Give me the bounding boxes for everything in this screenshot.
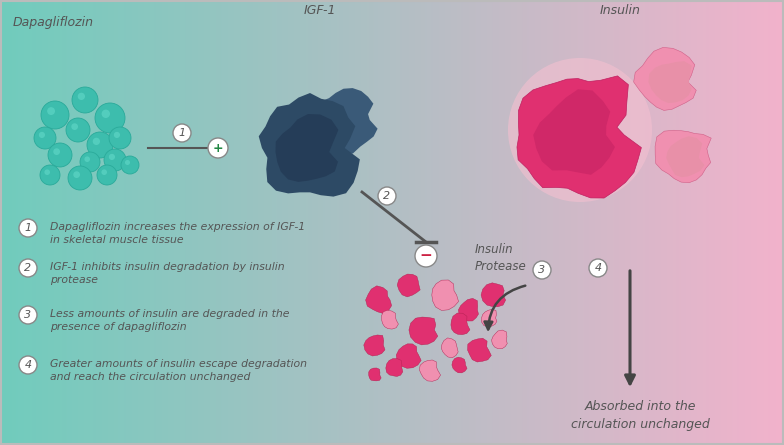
- Polygon shape: [314, 88, 378, 154]
- Text: 1: 1: [179, 128, 186, 138]
- Circle shape: [87, 132, 113, 158]
- Text: Absorbed into the
circulation unchanged: Absorbed into the circulation unchanged: [571, 400, 710, 431]
- Text: Greater amounts of insulin escape degradation: Greater amounts of insulin escape degrad…: [50, 359, 307, 369]
- Circle shape: [97, 165, 117, 185]
- Polygon shape: [382, 310, 398, 329]
- Circle shape: [41, 101, 69, 129]
- Polygon shape: [396, 344, 421, 368]
- Text: 4: 4: [594, 263, 601, 273]
- FancyArrowPatch shape: [626, 271, 634, 384]
- Polygon shape: [259, 93, 360, 197]
- Circle shape: [533, 261, 551, 279]
- Circle shape: [101, 170, 107, 175]
- Circle shape: [48, 143, 72, 167]
- Circle shape: [45, 170, 50, 175]
- Circle shape: [19, 356, 37, 374]
- Circle shape: [125, 160, 130, 165]
- Circle shape: [121, 156, 139, 174]
- Polygon shape: [648, 61, 691, 103]
- Text: −: −: [419, 248, 432, 263]
- Polygon shape: [459, 298, 478, 321]
- Polygon shape: [419, 360, 441, 381]
- Text: IGF-1: IGF-1: [303, 4, 336, 17]
- Circle shape: [415, 245, 437, 267]
- Text: Dapagliflozin: Dapagliflozin: [13, 16, 94, 29]
- Text: 4: 4: [24, 360, 31, 370]
- Polygon shape: [633, 48, 696, 110]
- Polygon shape: [368, 368, 381, 381]
- Circle shape: [78, 93, 85, 100]
- Text: 2: 2: [383, 191, 390, 201]
- Polygon shape: [275, 114, 339, 182]
- Circle shape: [102, 109, 110, 118]
- Circle shape: [378, 187, 396, 205]
- Circle shape: [93, 138, 100, 145]
- Polygon shape: [533, 89, 615, 175]
- Text: Insulin
Protease: Insulin Protease: [475, 243, 527, 273]
- Text: 1: 1: [24, 223, 31, 233]
- Polygon shape: [432, 280, 459, 311]
- Circle shape: [85, 156, 90, 162]
- Polygon shape: [386, 359, 403, 376]
- Text: Insulin: Insulin: [600, 4, 641, 17]
- Polygon shape: [655, 130, 711, 183]
- Circle shape: [34, 127, 56, 149]
- Polygon shape: [517, 76, 641, 198]
- FancyArrowPatch shape: [485, 286, 525, 329]
- Circle shape: [71, 123, 78, 130]
- Circle shape: [208, 138, 228, 158]
- Circle shape: [40, 165, 60, 185]
- Polygon shape: [451, 313, 470, 335]
- Circle shape: [95, 103, 125, 133]
- Polygon shape: [492, 330, 507, 349]
- Text: 3: 3: [539, 265, 546, 275]
- Polygon shape: [364, 335, 385, 356]
- Circle shape: [47, 107, 55, 115]
- Text: 3: 3: [24, 310, 31, 320]
- Polygon shape: [666, 136, 705, 177]
- Circle shape: [39, 132, 45, 138]
- Text: Dapagliflozin increases the expression of IGF-1: Dapagliflozin increases the expression o…: [50, 222, 305, 232]
- Polygon shape: [467, 338, 492, 362]
- Circle shape: [173, 124, 191, 142]
- Polygon shape: [365, 286, 392, 313]
- Circle shape: [73, 171, 80, 178]
- Polygon shape: [441, 338, 458, 358]
- Circle shape: [80, 152, 100, 172]
- Circle shape: [66, 118, 90, 142]
- Circle shape: [53, 148, 60, 155]
- Text: protease: protease: [50, 275, 98, 285]
- Circle shape: [19, 306, 37, 324]
- Polygon shape: [452, 357, 467, 373]
- Circle shape: [109, 127, 131, 149]
- Text: in skeletal muscle tissue: in skeletal muscle tissue: [50, 235, 183, 245]
- Circle shape: [508, 58, 652, 202]
- Text: presence of dapagliflozin: presence of dapagliflozin: [50, 322, 187, 332]
- Circle shape: [68, 166, 92, 190]
- Polygon shape: [409, 317, 437, 345]
- Text: 2: 2: [24, 263, 31, 273]
- Circle shape: [19, 219, 37, 237]
- Polygon shape: [481, 309, 497, 327]
- Text: and reach the circulation unchanged: and reach the circulation unchanged: [50, 372, 250, 382]
- Circle shape: [589, 259, 607, 277]
- Text: Less amounts of insulin are degraded in the: Less amounts of insulin are degraded in …: [50, 309, 289, 319]
- Polygon shape: [481, 283, 506, 307]
- Circle shape: [114, 132, 120, 138]
- Circle shape: [72, 87, 98, 113]
- Circle shape: [109, 154, 115, 160]
- Circle shape: [104, 149, 126, 171]
- Text: +: +: [212, 142, 223, 154]
- Text: IGF-1 inhibits insulin degradation by insulin: IGF-1 inhibits insulin degradation by in…: [50, 262, 285, 272]
- Polygon shape: [397, 274, 420, 297]
- Circle shape: [19, 259, 37, 277]
